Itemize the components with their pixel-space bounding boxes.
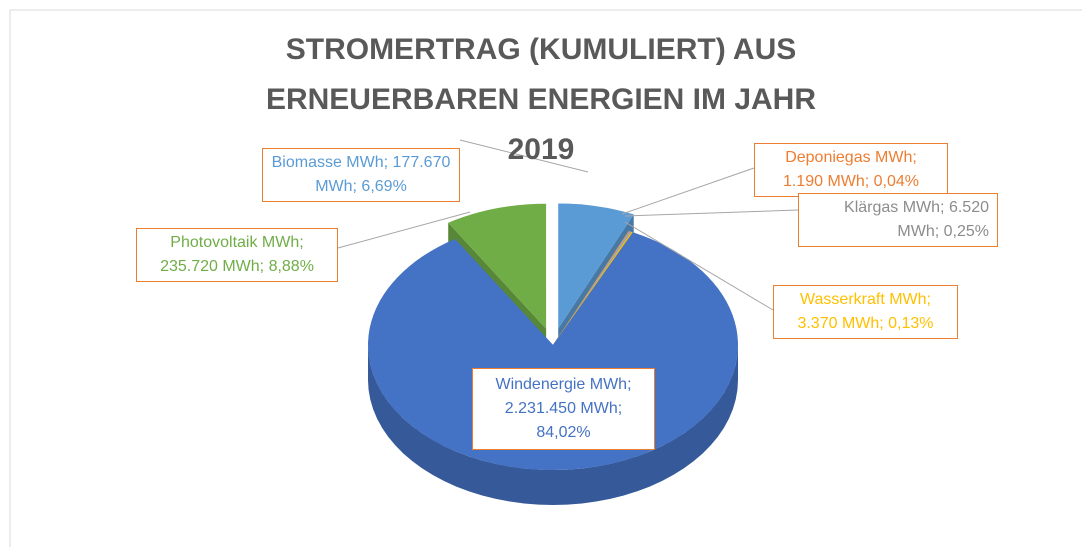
data-label: Photovoltaik MWh; 235.720 MWh; 8,88% xyxy=(136,228,338,282)
slice xyxy=(553,230,629,345)
value-label: 1.190 MWh; 0,04% xyxy=(782,173,920,190)
value-label: 6.520 MWh; 0,25% xyxy=(897,199,989,240)
slice-wall xyxy=(368,345,738,505)
leader-line xyxy=(624,221,774,311)
data-label: Biomasse MWh; 177.670 MWh; 6,69% xyxy=(262,148,460,202)
data-label: Klärgas MWh; 6.520 MWh; 0,25% xyxy=(798,193,998,247)
category-label: Klärgas MWh; xyxy=(844,199,945,216)
value-label: 3.370 MWh; 0,13% xyxy=(797,315,934,332)
category-label: Photovoltaik MWh; xyxy=(170,234,304,251)
value-label: 177.670 MWh; 6,69% xyxy=(315,154,451,195)
slice xyxy=(553,231,632,345)
value-label: 2.231.450 MWh; 84,02% xyxy=(504,400,623,441)
category-label: Deponiegas MWh; xyxy=(785,149,917,166)
data-label: Deponiegas MWh; 1.190 MWh; 0,04% xyxy=(754,143,948,197)
category-label: Wasserkraft MWh; xyxy=(800,291,931,308)
slice xyxy=(448,203,547,329)
leader-line xyxy=(624,209,799,217)
slice xyxy=(553,231,633,345)
slice xyxy=(558,203,634,329)
category-label: Biomasse MWh; xyxy=(271,154,389,171)
category-label: Windenergie MWh; xyxy=(495,376,632,393)
leader-line xyxy=(621,167,755,215)
leader-line xyxy=(459,139,589,173)
chart-title: STROMERTRAG (KUMULIERT) AUS ERNEUERBAREN… xyxy=(265,33,817,166)
data-label: Windenergie MWh; 2.231.450 MWh; 84,02% xyxy=(472,368,655,450)
data-label: Wasserkraft MWh; 3.370 MWh; 0,13% xyxy=(773,285,958,339)
chart-border xyxy=(9,9,1082,547)
value-label: 235.720 MWh; 8,88% xyxy=(160,258,314,275)
leader-line xyxy=(337,211,471,249)
